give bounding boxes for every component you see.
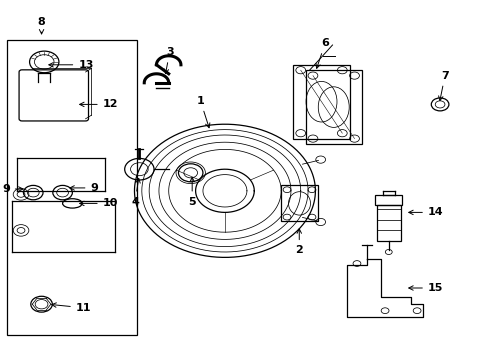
- Text: 7: 7: [438, 71, 448, 100]
- Text: 11: 11: [52, 303, 91, 313]
- Text: 14: 14: [408, 207, 443, 217]
- Text: 15: 15: [408, 283, 442, 293]
- Bar: [305, 70, 361, 144]
- Text: 2: 2: [295, 229, 303, 255]
- Bar: [281, 185, 317, 221]
- Bar: [374, 195, 402, 205]
- Text: 3: 3: [164, 47, 173, 73]
- Bar: [7, 40, 137, 335]
- Text: 4: 4: [131, 179, 140, 207]
- Text: 12: 12: [80, 99, 118, 109]
- Text: 9: 9: [2, 184, 23, 194]
- Bar: [376, 205, 400, 241]
- Text: 5: 5: [188, 177, 196, 207]
- Bar: [293, 65, 349, 139]
- Text: 6: 6: [315, 38, 328, 68]
- Text: 8: 8: [38, 17, 45, 34]
- Text: 9: 9: [70, 183, 98, 193]
- Text: 13: 13: [49, 60, 93, 70]
- Text: 10: 10: [80, 198, 118, 208]
- Text: 1: 1: [196, 96, 209, 128]
